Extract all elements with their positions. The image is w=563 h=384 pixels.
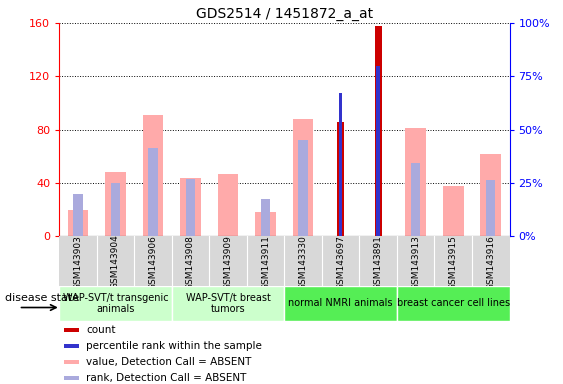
Text: WAP-SVT/t transgenic
animals: WAP-SVT/t transgenic animals [62, 293, 168, 314]
Text: WAP-SVT/t breast
tumors: WAP-SVT/t breast tumors [186, 293, 270, 314]
Text: GSM143906: GSM143906 [149, 235, 158, 290]
Bar [59, 236, 510, 286]
Bar [148, 148, 158, 236]
Text: value, Detection Call = ABSENT: value, Detection Call = ABSENT [86, 357, 252, 367]
Bar [443, 185, 463, 236]
Bar [64, 328, 79, 332]
Bar [375, 26, 382, 236]
Bar [255, 212, 276, 236]
Text: count: count [86, 325, 116, 335]
Bar [180, 177, 201, 236]
Bar [261, 199, 270, 236]
Bar [111, 183, 120, 236]
Text: GSM143697: GSM143697 [336, 235, 345, 290]
Bar [337, 122, 344, 236]
Text: percentile rank within the sample: percentile rank within the sample [86, 341, 262, 351]
Bar [411, 163, 421, 236]
Text: GSM143913: GSM143913 [411, 235, 420, 290]
Title: GDS2514 / 1451872_a_at: GDS2514 / 1451872_a_at [196, 7, 373, 21]
Bar [298, 140, 308, 236]
Bar [64, 360, 79, 364]
Text: GSM143903: GSM143903 [73, 235, 82, 290]
Bar [142, 115, 163, 236]
Text: GSM143904: GSM143904 [111, 235, 120, 290]
Text: normal NMRI animals: normal NMRI animals [288, 298, 393, 308]
Bar [405, 128, 426, 236]
Bar [486, 180, 495, 236]
Bar [397, 286, 510, 321]
Bar [64, 376, 79, 380]
Bar [68, 210, 88, 236]
Bar [284, 286, 397, 321]
Text: GSM143916: GSM143916 [486, 235, 495, 290]
Text: disease state: disease state [5, 293, 79, 303]
Text: breast cancer cell lines: breast cancer cell lines [397, 298, 510, 308]
Bar [105, 172, 126, 236]
Text: GSM143330: GSM143330 [298, 235, 307, 290]
Bar [339, 93, 342, 236]
Bar [186, 179, 195, 236]
Text: GSM143911: GSM143911 [261, 235, 270, 290]
Text: GSM143908: GSM143908 [186, 235, 195, 290]
Bar [59, 286, 172, 321]
Bar [293, 119, 314, 236]
Text: GSM143915: GSM143915 [449, 235, 458, 290]
Bar [480, 154, 501, 236]
Bar [172, 286, 284, 321]
Bar [218, 174, 238, 236]
Text: GSM143891: GSM143891 [374, 235, 383, 290]
Bar [376, 66, 380, 236]
Bar [73, 194, 83, 236]
Text: GSM143909: GSM143909 [224, 235, 233, 290]
Bar [64, 344, 79, 348]
Text: rank, Detection Call = ABSENT: rank, Detection Call = ABSENT [86, 373, 247, 383]
